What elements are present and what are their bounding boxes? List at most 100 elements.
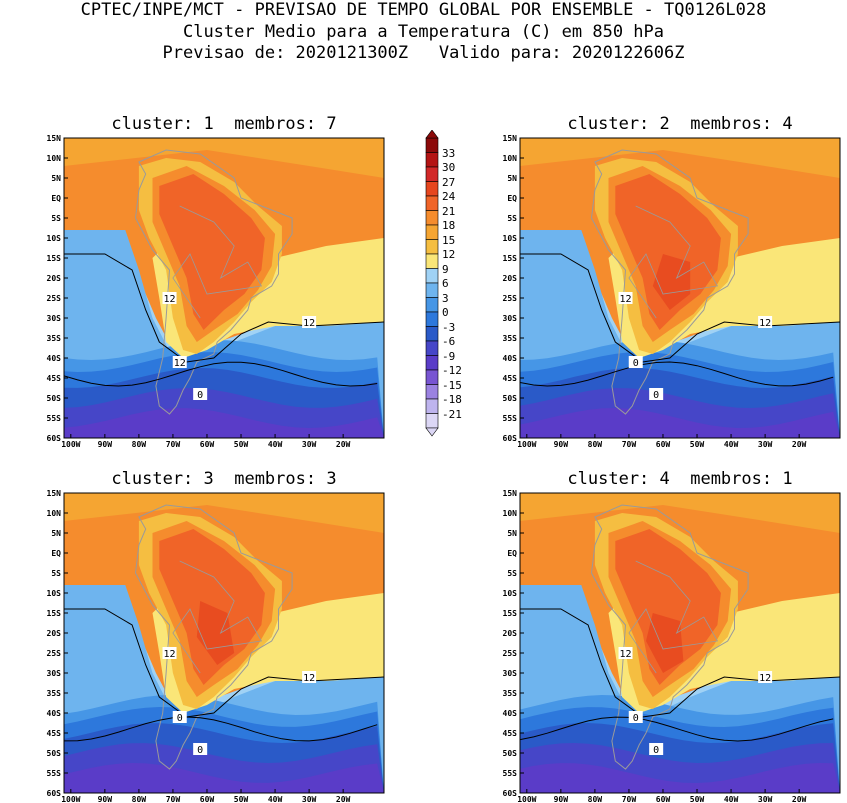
- lon-tick-label: 20W: [336, 440, 351, 449]
- lat-tick-label: 25S: [47, 294, 62, 303]
- lon-tick-label: 30W: [302, 795, 317, 803]
- colorbar-swatch: [425, 239, 439, 255]
- contour-label-bg: [758, 671, 773, 683]
- colorbar-label: -18: [442, 393, 462, 406]
- lat-tick-label: 50S: [503, 394, 518, 403]
- colorbar-swatch: [425, 384, 439, 400]
- lat-tick-label: 15N: [503, 134, 518, 143]
- lon-tick-label: 60W: [200, 795, 215, 803]
- colorbar-swatch: [425, 413, 439, 429]
- contour-label: 0: [653, 745, 659, 756]
- panel-title-4: cluster: 4 membros: 1: [567, 469, 793, 489]
- colorbar-label: -9: [442, 349, 456, 363]
- colorbar-label: 30: [442, 161, 456, 174]
- lon-tick-label: 70W: [622, 795, 637, 803]
- lon-tick-label: 20W: [792, 440, 807, 449]
- colorbar-label: 0: [442, 306, 449, 319]
- colorbar-label: -12: [442, 364, 462, 377]
- contour-label: 0: [633, 358, 639, 369]
- lat-tick-label: 5S: [51, 214, 61, 223]
- lat-tick-label: 60S: [47, 789, 62, 798]
- lon-tick-label: 50W: [234, 440, 249, 449]
- lon-tick-label: 40W: [724, 795, 739, 803]
- lat-tick-label: 15N: [47, 134, 62, 143]
- map-frame: [63, 492, 385, 794]
- contour-label-bg: [649, 388, 664, 400]
- colorbar-label: -15: [442, 378, 462, 392]
- lon-tick-label: 80W: [132, 795, 147, 803]
- lat-tick-label: 10N: [503, 509, 518, 518]
- colorbar-swatch: [425, 297, 439, 313]
- lat-tick-label: 30S: [47, 669, 62, 678]
- contour-label-bg: [162, 292, 177, 304]
- lon-tick-label: 50W: [234, 795, 249, 803]
- contour-label: 12: [174, 358, 186, 369]
- colorbar-swatch: [425, 282, 439, 298]
- colorbar-swatch: [425, 166, 439, 182]
- colorbar-label: -3: [442, 320, 456, 334]
- lat-tick-label: 5N: [51, 529, 61, 538]
- lat-tick-label: 20S: [503, 274, 518, 283]
- lon-tick-label: 20W: [336, 795, 351, 803]
- lat-tick-label: 35S: [503, 689, 518, 698]
- lon-tick-label: 60W: [200, 440, 215, 449]
- lat-tick-label: 45S: [47, 729, 62, 738]
- colorbar-arrow-bottom: [425, 427, 439, 437]
- lat-tick-label: 10S: [47, 234, 62, 243]
- lon-tick-label: 30W: [758, 795, 773, 803]
- lat-tick-label: 5S: [507, 569, 517, 578]
- lat-tick-label: 50S: [503, 749, 518, 758]
- colorbar-swatch: [425, 137, 439, 153]
- lat-tick-label: 55S: [503, 769, 518, 778]
- panel-title-2: cluster: 2 membros: 4: [567, 114, 793, 134]
- lon-tick-label: 20W: [792, 795, 807, 803]
- contour-label: 12: [620, 649, 632, 660]
- colorbar-label: 24: [442, 190, 456, 203]
- lon-tick-label: 30W: [758, 440, 773, 449]
- lat-tick-label: 25S: [503, 649, 518, 658]
- chart-title-line-3: Previsao de: 2020121300Z Valido para: 20…: [162, 43, 685, 63]
- colorbar-arrow-top: [425, 130, 439, 139]
- lat-tick-label: 50S: [47, 394, 62, 403]
- colorbar-swatch: [425, 326, 439, 342]
- lon-tick-label: 100W: [61, 795, 80, 803]
- lat-tick-label: 30S: [503, 314, 518, 323]
- colorbar-swatch: [425, 181, 439, 197]
- contour-label: 12: [759, 673, 771, 684]
- lat-tick-label: 60S: [47, 434, 62, 443]
- lon-tick-label: 80W: [588, 440, 603, 449]
- colorbar-label: 18: [442, 219, 456, 232]
- panel-title-3: cluster: 3 membros: 3: [111, 469, 337, 489]
- lat-tick-label: 40S: [503, 354, 518, 363]
- colorbar-swatch: [425, 210, 439, 226]
- lat-tick-label: EQ: [51, 194, 61, 203]
- lon-tick-label: 50W: [690, 795, 705, 803]
- lat-tick-label: EQ: [507, 194, 517, 203]
- colorbar-label: -21: [442, 407, 462, 421]
- lat-tick-label: 5S: [507, 214, 517, 223]
- lon-tick-label: 90W: [98, 795, 113, 803]
- lat-tick-label: 35S: [47, 689, 62, 698]
- lat-tick-label: 25S: [503, 294, 518, 303]
- contour-label: 0: [653, 390, 659, 401]
- contour-label: 0: [197, 745, 203, 756]
- colorbar-label: -6: [442, 335, 456, 348]
- colorbar-swatch: [425, 340, 439, 356]
- lon-tick-label: 60W: [656, 440, 671, 449]
- lat-tick-label: 15S: [47, 609, 62, 618]
- colorbar-swatch: [425, 268, 439, 284]
- lat-tick-label: 45S: [503, 729, 518, 738]
- contour-label: 12: [759, 318, 771, 329]
- lon-tick-label: 80W: [588, 795, 603, 803]
- chart-title-line-2: Cluster Medio para a Temperatura (C) em …: [182, 22, 665, 42]
- lon-tick-label: 70W: [166, 440, 181, 449]
- map-frame: [519, 137, 841, 439]
- lon-tick-label: 100W: [517, 795, 536, 803]
- lat-tick-label: 15S: [503, 254, 518, 263]
- lon-tick-label: 50W: [690, 440, 705, 449]
- panel-title-1: cluster: 1 membros: 7: [111, 114, 337, 134]
- map-frame: [63, 137, 385, 439]
- lat-tick-label: 15S: [503, 609, 518, 618]
- lat-tick-label: 10N: [503, 154, 518, 163]
- colorbar-label: 9: [442, 262, 449, 276]
